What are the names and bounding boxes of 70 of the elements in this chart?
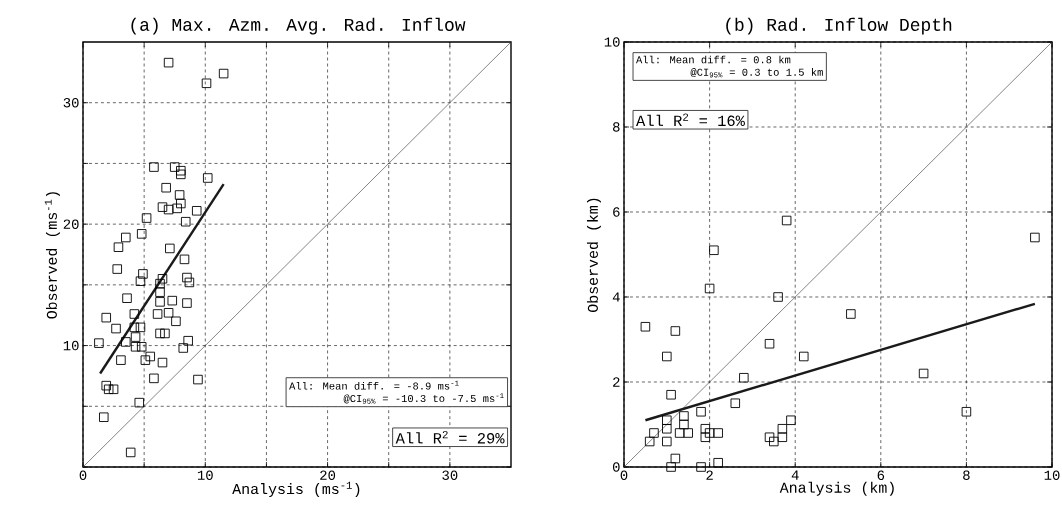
y-tick-label: 6 xyxy=(613,207,620,217)
point xyxy=(713,458,723,468)
point xyxy=(649,428,659,438)
y-tick-label: 4 xyxy=(612,292,620,302)
y-axis-title: Observed (km) xyxy=(586,198,601,313)
x-tick-label: 20 xyxy=(320,470,336,480)
point xyxy=(846,309,856,319)
point xyxy=(670,453,681,464)
y-tick-label: 10 xyxy=(63,340,79,351)
point xyxy=(773,292,783,302)
point xyxy=(640,322,651,332)
point xyxy=(674,428,685,438)
x-tick-label: 30 xyxy=(442,470,458,480)
point xyxy=(730,398,741,408)
point xyxy=(769,436,779,447)
point xyxy=(704,428,715,438)
point xyxy=(670,326,681,336)
point xyxy=(777,432,788,442)
x-tick-label: 4 xyxy=(791,470,799,480)
x-tick-label: 10 xyxy=(197,470,213,480)
point xyxy=(666,462,676,472)
point xyxy=(683,428,693,438)
point xyxy=(713,428,723,438)
point xyxy=(662,415,672,425)
point xyxy=(777,424,788,434)
point xyxy=(786,415,796,425)
y-tick-label: 8 xyxy=(613,122,620,132)
point xyxy=(918,368,929,379)
y-tick-label: 30 xyxy=(63,97,79,108)
x-tick-label: 10 xyxy=(1044,470,1060,480)
point xyxy=(696,407,706,417)
point xyxy=(1030,232,1040,243)
point xyxy=(679,419,689,430)
annotation: @CI$_{95%}$ = 0.3 to 1.5 km xyxy=(690,68,823,78)
annotation: @CI$_{95%}$ = -10.3 to -7.5 ms$^{-1}$ xyxy=(343,393,504,404)
x-tick-label: 0 xyxy=(79,470,87,480)
x-tick-label: 6 xyxy=(877,470,885,480)
x-tick-label: 2 xyxy=(706,470,713,480)
point xyxy=(662,351,672,362)
chart-title: (b) Rad. Inflow Depth xyxy=(726,17,952,35)
point xyxy=(781,215,792,226)
annotation: All R$^{2}$ = 29% xyxy=(395,430,505,444)
point xyxy=(739,373,749,383)
y-tick-label: 2 xyxy=(613,377,620,387)
point xyxy=(799,351,809,362)
x-tick-label: 0 xyxy=(620,470,628,480)
y-tick-label: 10 xyxy=(604,37,620,47)
y-tick-label: 20 xyxy=(63,219,79,229)
point xyxy=(764,339,775,349)
point xyxy=(662,436,672,447)
chart-title: (a) Max. Azm. Avg. Rad. Inflow xyxy=(131,17,466,35)
y-axis-title: Observed (ms$^{-1}$) xyxy=(44,192,60,319)
point xyxy=(700,424,711,434)
x-axis-title: Analysis (ms$^{-1}$) xyxy=(232,481,360,498)
point xyxy=(666,390,676,400)
point xyxy=(700,432,711,442)
x-axis-title: Analysis (km) xyxy=(779,481,894,496)
annotation: All: Mean diff. = -8.9 ms$^{-1}$ xyxy=(289,380,459,390)
point xyxy=(644,436,655,447)
point xyxy=(679,411,689,421)
y-tick-label: 0 xyxy=(612,462,620,472)
point xyxy=(764,432,775,442)
point xyxy=(662,424,672,434)
point xyxy=(704,283,715,294)
annotation: All R$^{2}$ = 16% xyxy=(636,113,745,127)
point xyxy=(696,462,706,472)
annotation: All: Mean diff. = 0.8 km xyxy=(636,55,791,64)
point xyxy=(961,407,972,417)
point xyxy=(709,245,719,255)
x-tick-label: 8 xyxy=(963,470,970,480)
